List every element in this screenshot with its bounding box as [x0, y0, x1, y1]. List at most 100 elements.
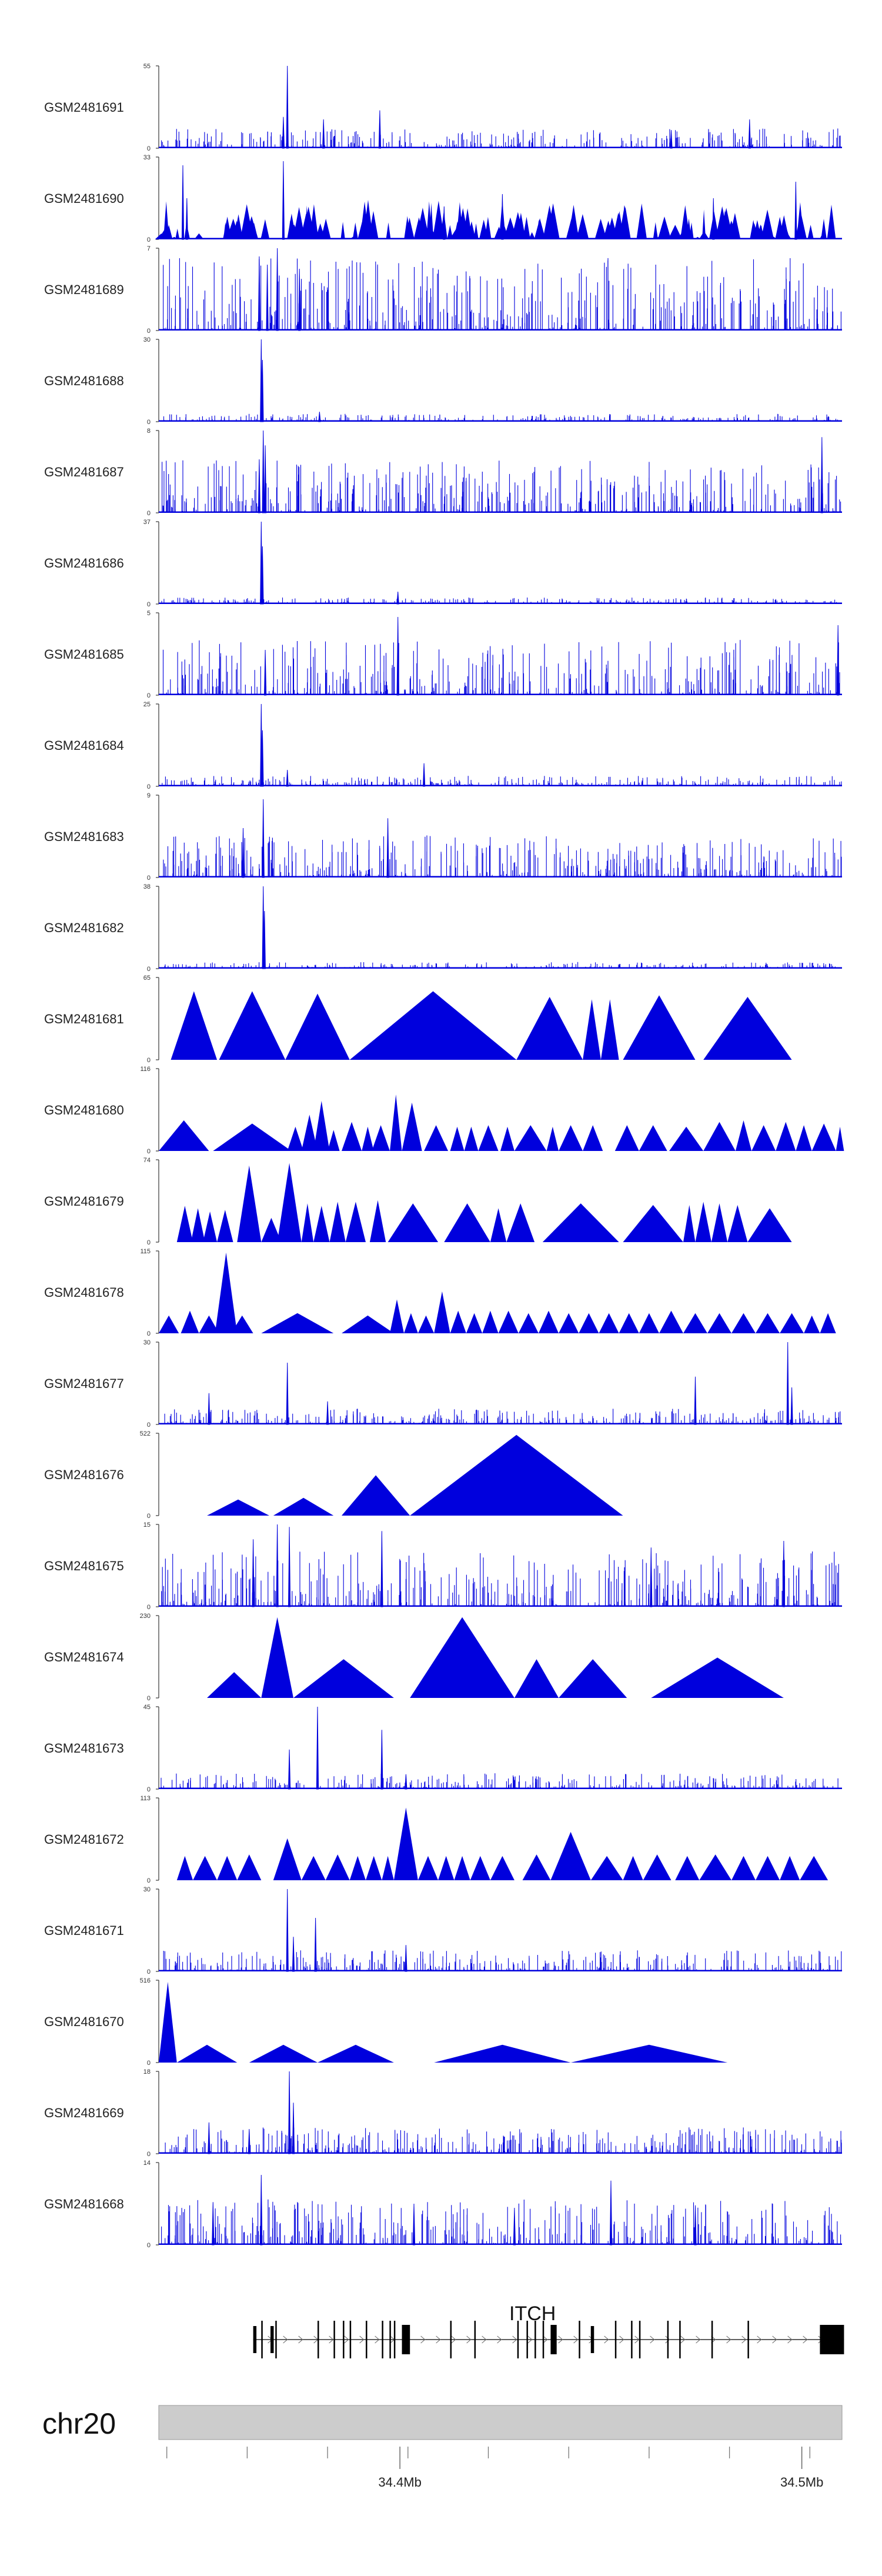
signal-peak	[322, 119, 325, 149]
strand-arrow	[573, 2335, 579, 2344]
track-GSM2481674: GSM2481674 230 0	[44, 1613, 784, 1702]
signal-peak	[470, 1856, 490, 1880]
signal-peak	[780, 1856, 800, 1880]
signal-background	[163, 835, 842, 877]
strand-arrow	[726, 2335, 731, 2344]
signal-peak	[171, 991, 218, 1060]
track-GSM2481691: GSM2481691 55 0	[44, 63, 842, 152]
signal-peak	[263, 910, 266, 969]
signal-peak	[242, 827, 245, 878]
signal-peak	[443, 206, 446, 240]
signal-peak	[277, 1163, 302, 1242]
signal-peak	[261, 1217, 282, 1242]
signal-peak	[836, 1126, 844, 1151]
signal-peak	[217, 1210, 233, 1242]
signal-peak	[207, 1499, 269, 1516]
signal-peak	[393, 1807, 418, 1880]
strand-arrow	[482, 2335, 487, 2344]
signal-tracks: GSM2481691550GSM2481690330GSM248168970GS…	[44, 63, 844, 2249]
signal-peak	[301, 1203, 314, 1242]
track-GSM2481672: GSM2481672 113 0	[44, 1795, 828, 1884]
signal-peak	[286, 769, 289, 787]
signal-peak	[712, 198, 715, 240]
gene-exon	[590, 2326, 594, 2353]
signal-peak	[285, 993, 350, 1060]
signal-peak	[599, 1313, 619, 1333]
signal-peak	[513, 2207, 516, 2245]
signal-baseline	[159, 2152, 842, 2154]
y-max-label: 33	[143, 154, 151, 161]
y-max-label: 7	[147, 245, 151, 252]
signal-peak	[559, 1313, 579, 1333]
signal-peak	[318, 2044, 394, 2063]
signal-baseline	[159, 1970, 842, 1971]
signal-peak	[609, 2180, 613, 2245]
signal-peak	[263, 445, 267, 513]
signal-peak	[380, 1531, 383, 1607]
signal-peak	[559, 1659, 627, 1698]
signal-peak	[820, 1313, 836, 1333]
gene-exon	[711, 2321, 713, 2358]
signal-peak	[286, 1362, 289, 1425]
y-max-label: 45	[143, 1704, 151, 1711]
strand-arrow	[436, 2335, 441, 2344]
signal-peak	[438, 1856, 455, 1880]
signal-peak	[326, 1401, 329, 1425]
signal-peak	[796, 1125, 812, 1151]
signal-peak	[670, 130, 673, 149]
strand-arrow	[665, 2335, 670, 2344]
signal-baseline	[159, 146, 842, 148]
signal-peak	[286, 1888, 289, 1972]
signal-baseline	[159, 602, 842, 604]
signal-peak	[313, 1206, 330, 1242]
gene-exon	[579, 2321, 580, 2358]
signal-peak	[288, 1527, 291, 1607]
signal-background	[162, 776, 842, 786]
gene-exon	[333, 2321, 335, 2358]
track-label: GSM2481684	[44, 738, 124, 753]
signal-peak	[261, 1617, 293, 1698]
signal-peak	[390, 1095, 402, 1151]
y-min-label: 0	[147, 692, 151, 699]
signal-peak	[396, 591, 399, 605]
signal-peak	[349, 991, 517, 1060]
signal-peak	[731, 1856, 756, 1880]
signal-peak	[402, 1102, 422, 1151]
y-max-label: 30	[143, 1339, 151, 1346]
signal-peak	[378, 110, 382, 149]
signal-peak	[258, 459, 261, 513]
strand-arrow	[787, 2335, 793, 2344]
signal-peak	[422, 763, 426, 787]
gene-exon	[389, 2321, 391, 2358]
signal-peak	[546, 1126, 559, 1151]
gene-exon	[317, 2321, 319, 2358]
y-min-label: 0	[147, 875, 151, 882]
track-label: GSM2481672	[44, 1832, 124, 1847]
track-GSM2481681: GSM2481681 65 0	[44, 975, 792, 1064]
track-label: GSM2481689	[44, 282, 124, 297]
signal-baseline	[159, 876, 842, 877]
signal-peak	[643, 1854, 671, 1880]
signal-peak	[695, 1202, 711, 1242]
gene-exon	[526, 2321, 528, 2358]
signal-peak	[215, 1252, 238, 1333]
signal-peak	[748, 119, 751, 149]
signal-peak	[837, 625, 840, 696]
track-label: GSM2481686	[44, 556, 124, 570]
signal-peak	[639, 1125, 667, 1151]
signal-peak	[623, 1204, 683, 1242]
track-label: GSM2481691	[44, 100, 124, 115]
signal-baseline	[159, 238, 842, 239]
track-GSM2481670: GSM2481670 516 0	[44, 1977, 728, 2067]
signal-peak	[273, 1497, 334, 1516]
signal-baseline	[159, 967, 842, 969]
gene-track: ITCH	[253, 2303, 844, 2358]
strand-arrow	[420, 2335, 426, 2344]
y-max-label: 18	[143, 2068, 151, 2076]
signal-peak	[288, 2071, 291, 2154]
chromosome-ideogram	[158, 2405, 843, 2440]
track-GSM2481675: GSM2481675 15 0	[44, 1521, 842, 1611]
signal-background	[155, 199, 836, 239]
y-max-label: 30	[143, 336, 151, 343]
signal-peak	[780, 1313, 804, 1333]
